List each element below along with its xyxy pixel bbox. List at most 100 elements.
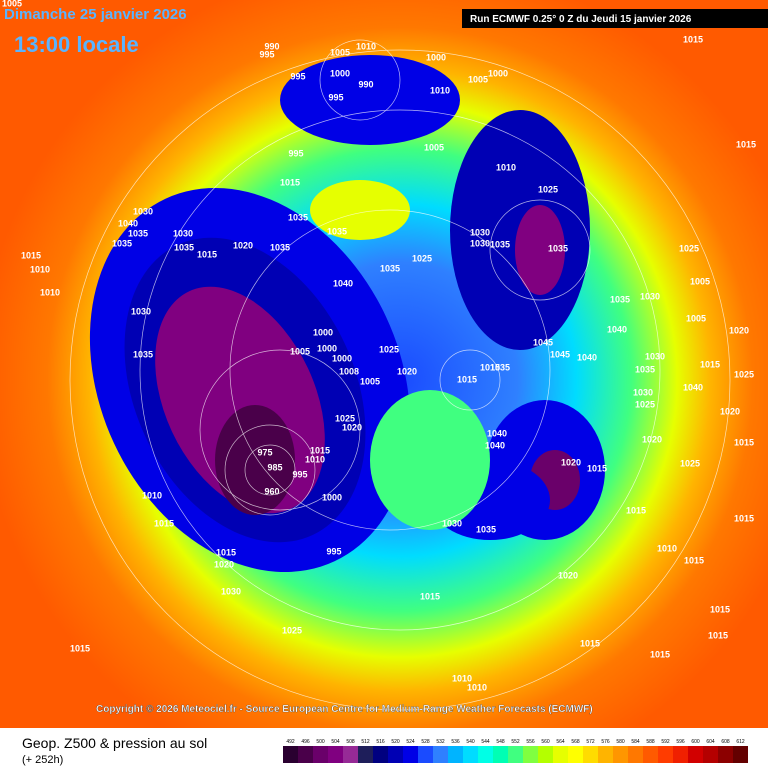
pressure-label: 1030 — [442, 518, 462, 528]
scale-swatch — [703, 746, 718, 763]
scale-swatch — [343, 746, 358, 763]
pressure-label: 995 — [292, 469, 307, 479]
pressure-label: 1015 — [580, 638, 600, 648]
pressure-label: 1020 — [233, 240, 253, 250]
pressure-label: 1015 — [626, 505, 646, 515]
scale-label: 584 — [631, 739, 640, 745]
scale-label: 560 — [541, 739, 550, 745]
pressure-label: 1000 — [317, 343, 337, 353]
pressure-label: 1035 — [327, 226, 347, 236]
pressure-label: 995 — [326, 546, 341, 556]
scale-label: 508 — [346, 739, 355, 745]
pressure-label: 1035 — [112, 238, 132, 248]
pressure-label: 990 — [358, 79, 373, 89]
pressure-label: 1015 — [310, 445, 330, 455]
pressure-label: 1040 — [333, 278, 353, 288]
pressure-label: 1005 — [690, 276, 710, 286]
scale-swatch — [403, 746, 418, 763]
pressure-label: 1040 — [485, 440, 505, 450]
pressure-label: 1005 — [2, 0, 22, 8]
scale-swatch — [628, 746, 643, 763]
pressure-label: 1015 — [154, 518, 174, 528]
time-label: 13:00 locale — [14, 32, 139, 57]
scale-label: 540 — [466, 739, 475, 745]
pressure-label: 990 — [264, 41, 279, 51]
pressure-label: 1015 — [21, 250, 41, 260]
scale-label: 544 — [481, 739, 490, 745]
pressure-label: 1025 — [335, 413, 355, 423]
date-label: Dimanche 25 janvier 2026 — [4, 6, 187, 23]
scale-label: 612 — [736, 739, 745, 745]
pressure-label: 1015 — [280, 177, 300, 187]
pressure-label: 1020 — [642, 434, 662, 444]
scale-label: 524 — [406, 739, 415, 745]
pressure-label: 1015 — [587, 463, 607, 473]
pressure-label: 1045 — [550, 349, 570, 359]
pressure-label: 1000 — [332, 353, 352, 363]
scale-swatch — [448, 746, 463, 763]
scale-label: 576 — [601, 739, 610, 745]
color-scale: 492 496 500 504 508 512 516 520 524 528 532 536 540 5… — [283, 739, 748, 763]
scale-label: 592 — [661, 739, 670, 745]
scale-swatch — [523, 746, 538, 763]
pressure-label: 1035 — [548, 243, 568, 253]
pressure-label: 1015 — [70, 643, 90, 653]
pressure-label: 1015 — [216, 547, 236, 557]
pressure-label: 1030 — [633, 387, 653, 397]
scale-swatch — [598, 746, 613, 763]
pressure-label: 975 — [257, 447, 272, 457]
scale-swatch — [673, 746, 688, 763]
pressure-label: 1015 — [420, 591, 440, 601]
pressure-label: 1025 — [680, 458, 700, 468]
scale-label: 588 — [646, 739, 655, 745]
scale-label: 572 — [586, 739, 595, 745]
pressure-label: 1005 — [330, 47, 350, 57]
pressure-label: 1000 — [330, 68, 350, 78]
pressure-label: 1040 — [683, 382, 703, 392]
pressure-label: 995 — [290, 71, 305, 81]
scale-label: 552 — [511, 739, 520, 745]
pressure-label: 1030 — [470, 227, 490, 237]
pressure-label: 1035 — [635, 364, 655, 374]
pressure-label: 1000 — [322, 492, 342, 502]
scale-label: 492 — [286, 739, 295, 745]
pressure-label: 1040 — [607, 324, 627, 334]
scale-label: 600 — [691, 739, 700, 745]
scale-swatch — [553, 746, 568, 763]
pressure-label: 1045 — [533, 337, 553, 347]
scale-label: 528 — [421, 739, 430, 745]
pressure-label: 1025 — [412, 253, 432, 263]
pressure-label: 1035 — [174, 242, 194, 252]
pressure-label: 1020 — [561, 457, 581, 467]
pressure-label: 1015 — [197, 249, 217, 259]
pressure-label: 1020 — [729, 325, 749, 335]
pressure-label: 1015 — [708, 630, 728, 640]
pressure-label: 1040 — [118, 218, 138, 228]
scale-label: 520 — [391, 739, 400, 745]
pressure-label: 1030 — [173, 228, 193, 238]
pressure-label: 1030 — [640, 291, 660, 301]
pressure-label: 1020 — [214, 559, 234, 569]
run-label: Run ECMWF 0.25° 0 Z du Jeudi 15 janvier … — [470, 14, 692, 25]
pressure-label: 1015 — [650, 649, 670, 659]
pressure-label: 1025 — [635, 399, 655, 409]
scale-label: 604 — [706, 739, 715, 745]
pressure-label: 995 — [288, 148, 303, 158]
pressure-label: 1008 — [339, 366, 359, 376]
scale-swatch — [418, 746, 433, 763]
pressure-label: 1040 — [577, 352, 597, 362]
pressure-label: 1035 — [128, 228, 148, 238]
pressure-label: 1015 — [736, 139, 756, 149]
scale-label: 536 — [451, 739, 460, 745]
scale-label: 556 — [526, 739, 535, 745]
scale-swatch — [328, 746, 343, 763]
pressure-label: 1025 — [538, 184, 558, 194]
pressure-label: 995 — [259, 49, 274, 59]
pressure-label: 1015 — [457, 374, 477, 384]
scale-label: 500 — [316, 739, 325, 745]
pressure-label: 960 — [264, 486, 279, 496]
isobars — [69, 39, 731, 711]
